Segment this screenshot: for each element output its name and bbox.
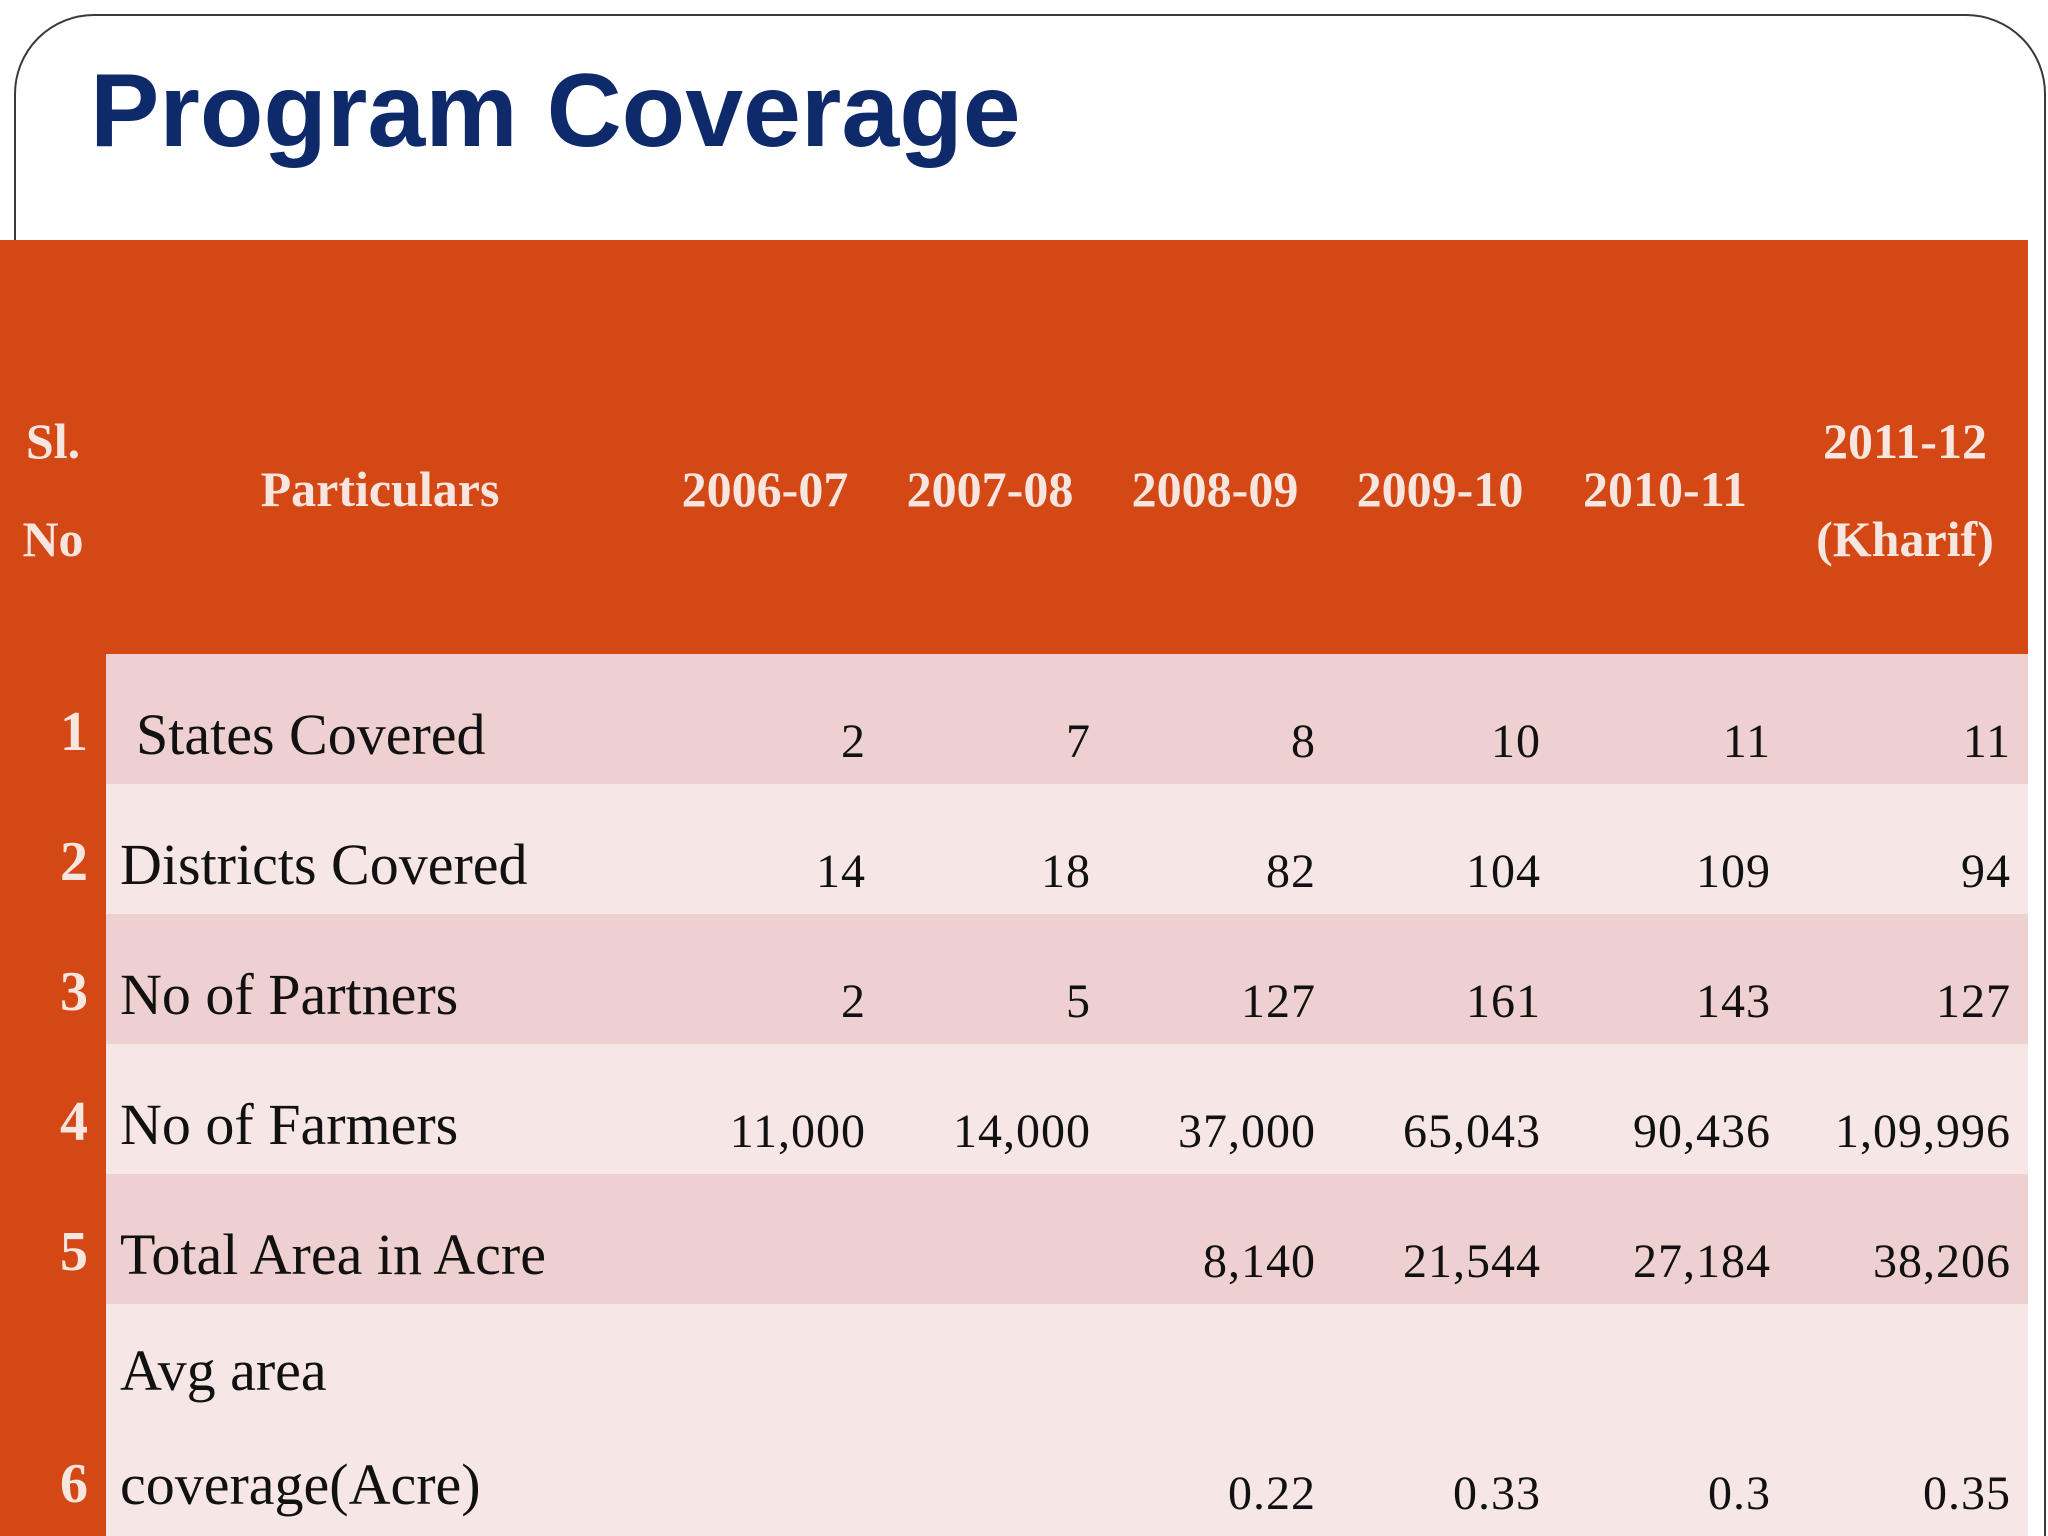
row-5-value-2010-11: 27,184 [1633,1235,1771,1288]
row-2-value-2008-09: 82 [1266,845,1316,898]
row-2-sl: 2 [60,831,88,893]
row-4-value-2011-12: 1,09,996 [1835,1105,2011,1158]
row-4-sl: 4 [60,1091,88,1153]
table-body: States Covered 2 7 8 10 11 11 Districts … [106,654,2028,1536]
row-3-value-2006-07: 2 [841,975,866,1028]
row-6-value-2009-10: 0.33 [1453,1467,1541,1520]
header-year-2008-09: 2008-09 [1131,461,1299,517]
table-row: Avg area coverage(Acre) 0.22 0.33 0.3 0.… [106,1304,2028,1536]
header-sl-line2: No [22,511,84,567]
row-2-value-2011-12: 94 [1961,845,2011,898]
header-particulars: Particulars [260,461,500,517]
row-4-value-2008-09: 37,000 [1178,1105,1316,1158]
row-5-particular: Total Area in Acre [120,1222,546,1287]
row-4-value-2007-08: 14,000 [953,1105,1091,1158]
row-4-particular: No of Farmers [120,1092,459,1157]
row-3-sl: 3 [60,961,88,1023]
row-1-value-2009-10: 10 [1491,715,1541,768]
table-row: Districts Covered 14 18 82 104 109 94 [106,784,2028,914]
header-kharif: (Kharif) [1816,511,1994,567]
row-1-particular: States Covered [136,702,486,767]
row-2-value-2007-08: 18 [1041,845,1091,898]
row-4-value-2006-07: 11,000 [729,1105,866,1158]
row-6-value-2010-11: 0.3 [1708,1467,1771,1520]
row-5-sl: 5 [60,1221,88,1283]
row-2-particular: Districts Covered [120,832,528,897]
header-sl-line1: Sl. [25,413,81,469]
row-5-value-2009-10: 21,544 [1403,1235,1541,1288]
row-5-value-2011-12: 38,206 [1873,1235,2011,1288]
table-row: No of Partners 2 5 127 161 143 127 [106,914,2028,1044]
row-3-value-2007-08: 5 [1066,975,1091,1028]
row-2-value-2006-07: 14 [816,845,866,898]
row-1-value-2006-07: 2 [841,715,866,768]
row-6-sl: 6 [60,1453,88,1515]
row-3-value-2009-10: 161 [1466,975,1541,1028]
row-4-value-2010-11: 90,436 [1633,1105,1771,1158]
row-6-value-2008-09: 0.22 [1228,1467,1316,1520]
coverage-table: Sl. No Particulars 2006-07 2007-08 2008-… [0,240,2028,1536]
row-1-value-2011-12: 11 [1962,715,2011,768]
row-5-value-2008-09: 8,140 [1203,1235,1316,1288]
table-row: No of Farmers 11,000 14,000 37,000 65,04… [106,1044,2028,1174]
row-3-value-2010-11: 143 [1696,975,1771,1028]
table-header-row: Sl. No Particulars 2006-07 2007-08 2008-… [0,240,2028,654]
row-1-value-2007-08: 7 [1066,715,1091,768]
header-year-2006-07: 2006-07 [681,461,849,517]
row-2-value-2009-10: 104 [1466,845,1541,898]
table-row: States Covered 2 7 8 10 11 11 [106,654,2028,784]
slide-title: Program Coverage [90,53,1021,169]
row-2-value-2010-11: 109 [1696,845,1771,898]
row-1-value-2010-11: 11 [1722,715,1771,768]
row-4-value-2009-10: 65,043 [1403,1105,1541,1158]
row-6-particular-line2: coverage(Acre) [120,1452,481,1517]
header-year-2007-08: 2007-08 [906,461,1074,517]
row-1-value-2008-09: 8 [1291,715,1316,768]
header-year-2010-11: 2010-11 [1583,461,1747,517]
row-6-particular-line1: Avg area [120,1338,327,1403]
row-6-value-2011-12: 0.35 [1923,1467,2011,1520]
row-1-sl: 1 [60,701,88,763]
header-year-2009-10: 2009-10 [1356,461,1524,517]
row-3-value-2011-12: 127 [1936,975,2011,1028]
table-row: Total Area in Acre 8,140 21,544 27,184 3… [106,1174,2028,1304]
row-3-particular: No of Partners [120,962,459,1027]
header-year-2011-12: 2011-12 [1823,413,1987,469]
row-3-value-2008-09: 127 [1241,975,1316,1028]
